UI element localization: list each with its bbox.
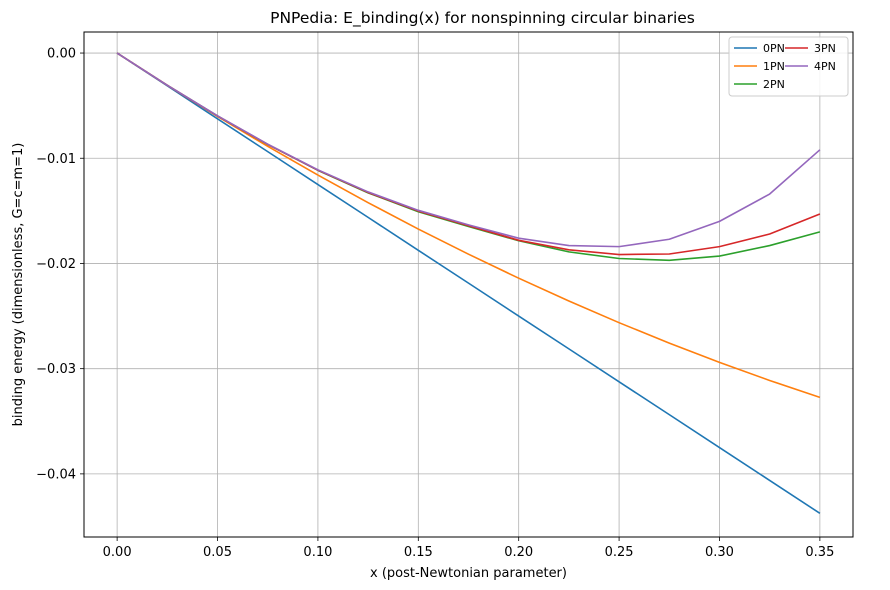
x-axis-ticks: 0.00 0.05 0.10 0.15 0.20 0.25 0.30 0.35 xyxy=(103,537,834,560)
plot-frame xyxy=(83,31,854,538)
y-tick-label: 0.00 xyxy=(47,47,76,62)
series-lines xyxy=(116,52,821,514)
y-tick-label: −0.04 xyxy=(36,467,76,482)
y-axis-label: binding energy (dimensionless, G=c=m=1) xyxy=(11,143,26,427)
x-tick-label: 0.30 xyxy=(705,545,734,560)
series-line-1pn xyxy=(116,52,821,399)
legend-label: 0PN xyxy=(763,42,785,55)
x-tick-label: 0.00 xyxy=(103,545,132,560)
x-axis-label: x (post-Newtonian parameter) xyxy=(370,566,567,581)
legend-label: 3PN xyxy=(814,42,836,55)
x-tick-label: 0.25 xyxy=(605,545,634,560)
series-line-2pn xyxy=(116,52,821,262)
legend-label: 4PN xyxy=(814,60,836,73)
legend-label: 2PN xyxy=(763,78,785,91)
chart-title: PNPedia: E_binding(x) for nonspinning ci… xyxy=(270,9,695,28)
y-tick-label: −0.02 xyxy=(36,257,76,272)
y-axis-ticks: 0.00 −0.01 −0.02 −0.03 −0.04 xyxy=(36,47,84,482)
y-tick-label: −0.03 xyxy=(36,362,76,377)
series-line-4pn xyxy=(116,52,821,248)
x-tick-label: 0.20 xyxy=(504,545,533,560)
grid xyxy=(84,32,853,537)
series-line-0pn xyxy=(116,52,821,514)
x-tick-label: 0.35 xyxy=(805,545,834,560)
legend: 0PN 1PN 2PN 3PN 4PN xyxy=(728,36,849,97)
x-tick-label: 0.15 xyxy=(404,545,433,560)
x-tick-label: 0.10 xyxy=(303,545,332,560)
y-tick-label: −0.01 xyxy=(36,152,76,167)
legend-label: 1PN xyxy=(763,60,785,73)
x-tick-label: 0.05 xyxy=(203,545,232,560)
